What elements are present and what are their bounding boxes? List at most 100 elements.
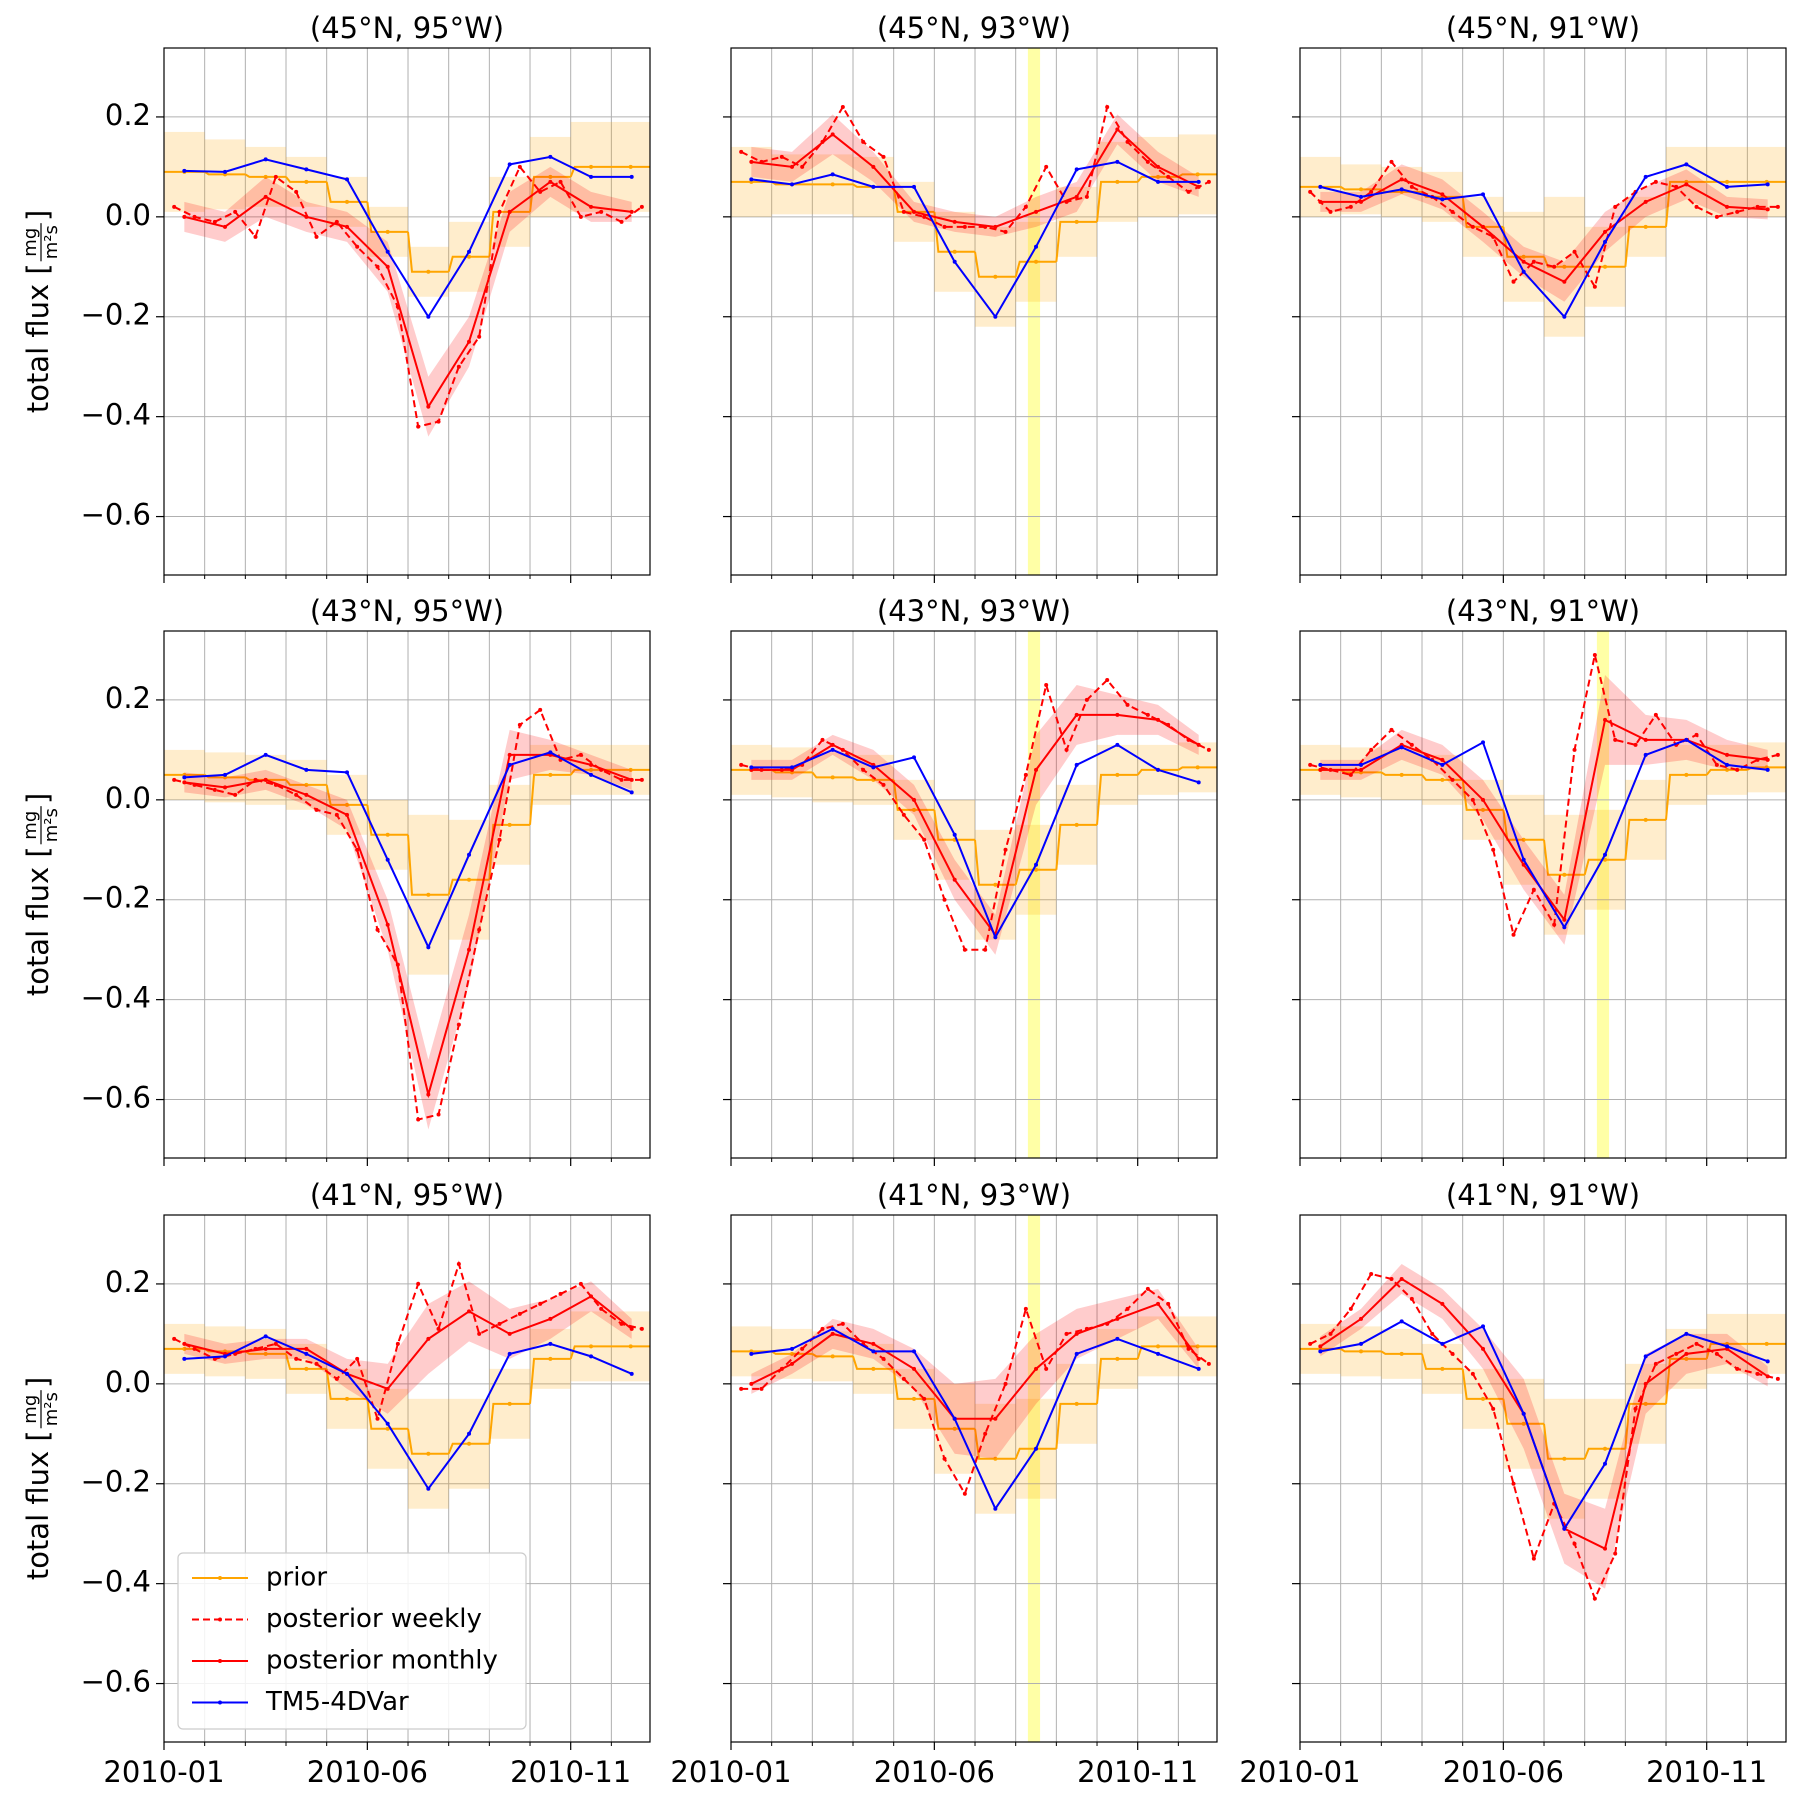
prior-point xyxy=(1195,1344,1200,1349)
series-point xyxy=(1653,1361,1658,1366)
series-point xyxy=(538,707,543,712)
series-point xyxy=(1481,192,1486,197)
series-point xyxy=(1196,179,1201,184)
series-point xyxy=(507,162,512,167)
series-point xyxy=(253,234,258,239)
series-point xyxy=(1399,1319,1404,1324)
series-point xyxy=(456,1022,461,1027)
series-line xyxy=(184,1335,633,1491)
x-tick-label: 2010-06 xyxy=(874,1755,995,1789)
prior-point xyxy=(1156,1344,1161,1349)
series-point xyxy=(1034,1446,1039,1451)
series-point xyxy=(629,1326,634,1331)
series-point xyxy=(942,224,947,229)
prior-point xyxy=(993,274,998,279)
series-point xyxy=(507,1331,512,1336)
prior-step xyxy=(1421,1353,1463,1370)
y-tick-label: −0.2 xyxy=(81,1465,151,1499)
series-point xyxy=(507,209,512,214)
prior-point xyxy=(830,775,835,780)
series-point xyxy=(1074,194,1079,199)
series-point xyxy=(1531,887,1536,892)
prior-step xyxy=(1461,196,1504,228)
series-point xyxy=(1511,932,1516,937)
series-point xyxy=(192,1346,197,1351)
series-point xyxy=(1206,747,1211,752)
series-point xyxy=(1034,862,1039,867)
series-point xyxy=(385,264,390,269)
series-point xyxy=(192,214,197,219)
series-point xyxy=(1044,682,1049,687)
series-point xyxy=(1714,1351,1719,1356)
panel-title: (45°N, 95°W) xyxy=(310,11,504,45)
prior-point xyxy=(304,782,309,787)
series-point xyxy=(993,935,998,940)
series-point xyxy=(456,1261,461,1266)
series-point xyxy=(1206,179,1211,184)
series-point xyxy=(629,174,634,179)
series-point xyxy=(1572,249,1577,254)
y-axis-label: total flux [mg m²s] xyxy=(20,793,62,996)
series-point xyxy=(477,334,482,339)
prior-step xyxy=(447,255,490,273)
series-point xyxy=(1450,1351,1455,1356)
plot-area xyxy=(164,48,650,575)
series-point xyxy=(1562,279,1567,284)
series-point xyxy=(1115,712,1120,717)
series-line xyxy=(1309,1272,1779,1602)
series-point xyxy=(1440,1301,1445,1306)
prior-point xyxy=(507,1401,512,1406)
y-tick-label: −0.2 xyxy=(81,298,151,332)
series-point xyxy=(1348,204,1353,209)
series-point xyxy=(1196,1356,1201,1361)
prior-point xyxy=(263,1351,268,1356)
y-tick-label: −0.4 xyxy=(81,398,151,432)
series-point xyxy=(1125,1306,1130,1311)
series-point xyxy=(1034,209,1039,214)
series-point xyxy=(749,765,754,770)
panel-title: (41°N, 93°W) xyxy=(877,1178,1071,1212)
series-point xyxy=(1694,204,1699,209)
series-point xyxy=(426,1092,431,1097)
series-point xyxy=(467,947,472,952)
y-label-den: m²s xyxy=(41,225,62,259)
y-tick-label: −0.4 xyxy=(81,1565,151,1599)
series-point xyxy=(779,154,784,159)
y-axis-label: total flux [mg m²s] xyxy=(20,210,62,413)
prior-point xyxy=(1074,219,1079,224)
y-tick-label: 0.2 xyxy=(105,98,151,132)
series-point xyxy=(1552,264,1557,269)
series-point xyxy=(1684,1351,1689,1356)
prior-step xyxy=(1583,858,1626,876)
prior-step xyxy=(1543,1423,1585,1460)
series-point xyxy=(1389,1276,1394,1281)
series-point xyxy=(1409,1296,1414,1301)
series-point xyxy=(589,174,594,179)
prior-step xyxy=(1340,1348,1382,1353)
series-point xyxy=(749,1381,754,1386)
series-point xyxy=(304,767,309,772)
series-point xyxy=(830,132,835,137)
series-point xyxy=(1603,239,1608,244)
prior-step xyxy=(892,186,935,213)
series-point xyxy=(790,1361,795,1366)
posterior-band xyxy=(751,114,1199,237)
prior-point xyxy=(1359,187,1364,192)
series-point xyxy=(1064,1331,1069,1336)
prior-step xyxy=(811,1353,854,1358)
series-point xyxy=(1409,742,1414,747)
prior-step xyxy=(811,771,854,779)
series-point xyxy=(790,182,795,187)
series-point xyxy=(619,219,624,224)
series-point xyxy=(1318,762,1323,767)
prior-step xyxy=(204,171,246,176)
series-point xyxy=(589,1294,594,1299)
axes-frame xyxy=(163,1214,651,1743)
legend-marker xyxy=(218,1659,222,1663)
prior-point xyxy=(426,269,431,274)
series-point xyxy=(426,404,431,409)
prior-step xyxy=(529,1357,571,1404)
series-point xyxy=(1470,797,1475,802)
series-point xyxy=(993,314,998,319)
series-point xyxy=(1521,1411,1526,1416)
